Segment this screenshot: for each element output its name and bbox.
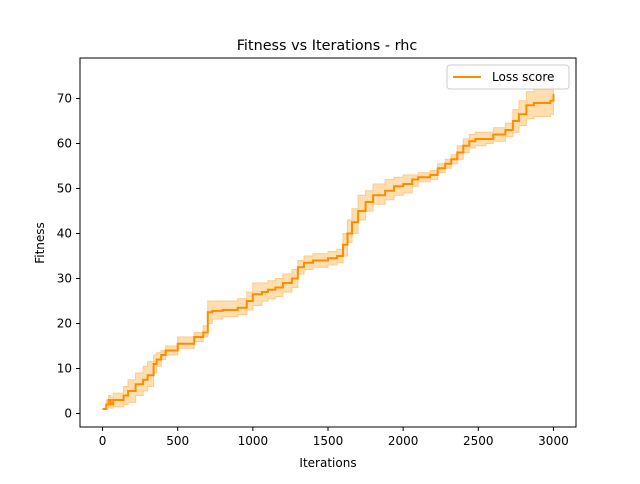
x-axis-label: Iterations — [299, 456, 356, 470]
y-tick-label: 20 — [57, 317, 72, 331]
x-tick-label: 3000 — [538, 434, 569, 448]
chart-title: Fitness vs Iterations - rhc — [237, 38, 418, 54]
y-tick-label: 60 — [57, 137, 72, 151]
x-tick-label: 500 — [166, 434, 189, 448]
x-tick-label: 1500 — [313, 434, 344, 448]
series-line-loss-score — [102, 94, 555, 410]
y-tick-label: 10 — [57, 362, 72, 376]
x-tick-label: 2500 — [463, 434, 494, 448]
x-axis-ticks: 0 500 1000 1500 2000 2500 3000 — [99, 427, 569, 448]
y-tick-label: 50 — [57, 182, 72, 196]
y-axis-ticks: 0 10 20 30 40 50 60 70 — [57, 92, 80, 421]
plot-area — [102, 76, 555, 410]
y-tick-label: 70 — [57, 92, 72, 106]
legend: Loss score — [446, 64, 570, 90]
x-tick-label: 2000 — [388, 434, 419, 448]
y-tick-label: 30 — [57, 272, 72, 286]
y-tick-label: 0 — [64, 407, 72, 421]
legend-label: Loss score — [492, 70, 554, 84]
confidence-band — [102, 76, 554, 410]
x-tick-label: 1000 — [238, 434, 269, 448]
legend-box — [446, 64, 570, 90]
y-tick-label: 40 — [57, 227, 72, 241]
y-axis-label: Fitness — [33, 222, 47, 264]
x-tick-label: 0 — [99, 434, 107, 448]
